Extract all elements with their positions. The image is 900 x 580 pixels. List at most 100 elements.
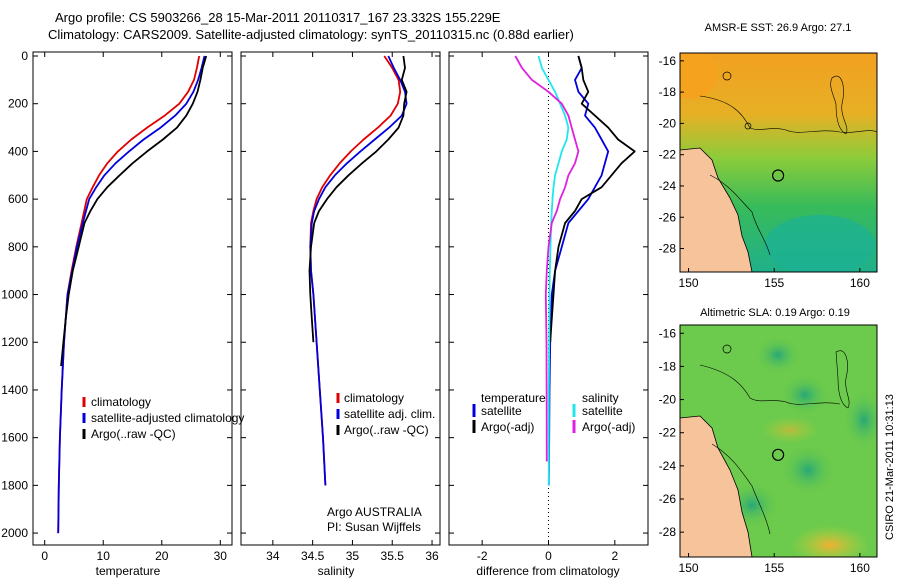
legend-temp-satellite-label: satellite: [481, 404, 522, 418]
legend-sal-argo-label: Argo(-adj): [582, 420, 635, 434]
sla-map-axes: 150 155 160 -16 -18 -20 -22 -24 -26 -28: [659, 326, 871, 575]
sst-map-frame: [679, 52, 878, 273]
map-lat-label: -22: [659, 426, 677, 440]
difference-series-line: salinity satellite: [537, 55, 570, 486]
sla-low-eddy: [782, 446, 834, 494]
sst-cool-patch: [765, 215, 875, 272]
sla-low-eddy: [781, 375, 829, 415]
temperature-series-line: Argo(..raw -QC): [60, 55, 208, 367]
temperature-xlabel: temperature: [96, 564, 161, 578]
sst-map-axes: 150 155 160 -16 -18 -20 -22 -24 -26 -28: [659, 54, 871, 290]
sla-contour: [711, 443, 771, 535]
sst-contour: [830, 75, 848, 135]
header-line-1: Argo profile: CS 5903266_28 15-Mar-2011 …: [55, 10, 501, 25]
depth-tick-label: 1200: [1, 335, 28, 349]
sla-map-frame: [679, 324, 878, 558]
difference-xtick-label: -2: [477, 549, 488, 563]
profile-location-marker: [771, 448, 785, 461]
sla-map-title: Altimetric SLA: 0.19 Argo: 0.19: [700, 307, 850, 319]
salinity-panel-frame: [240, 51, 441, 546]
salinity-xtick-label: 36: [425, 549, 439, 563]
salinity-series-line: Argo(..raw -QC): [308, 55, 408, 343]
sla-map: [680, 325, 877, 557]
salinity-xtick-label: 35: [346, 549, 360, 563]
sst-map-title: AMSR-E SST: 26.9 Argo: 27.1: [705, 22, 852, 34]
footnote-institution: Argo AUSTRALIA: [327, 505, 422, 519]
salinity-xtick-label: 35.5: [381, 549, 405, 563]
map-lat-label: -20: [659, 116, 677, 130]
salinity-xlabel: salinity: [318, 564, 355, 578]
sla-low-eddy: [844, 392, 877, 448]
sst-contour: [699, 95, 877, 133]
legend-temp-argo-label: Argo(-adj): [481, 420, 534, 434]
temperature-xtick-label: 0: [41, 549, 48, 563]
depth-tick-label: 1600: [1, 431, 28, 445]
depth-tick-label: 1800: [1, 478, 28, 492]
map-lat-label: -26: [659, 210, 677, 224]
temperature-panel-frame: [32, 51, 233, 546]
map-lat-label: -24: [659, 179, 677, 193]
map-lon-label: 150: [679, 561, 699, 575]
depth-tick-label: 200: [8, 97, 28, 111]
map-lat-label: -24: [659, 459, 677, 473]
salinity-plot: 34 34.5 35 35.5 36 climatology satellite adj. …: [241, 52, 440, 563]
sst-contour: [709, 174, 771, 256]
sla-contour: [699, 364, 841, 405]
depth-tick-label: 2000: [1, 526, 28, 540]
map-lat-label: -18: [659, 85, 677, 99]
legend-temperature-title: temperature: [481, 391, 546, 405]
header-line-2: Climatology: CARS2009. Satellite-adjuste…: [48, 27, 574, 42]
sla-contour: [722, 344, 732, 354]
map-lon-label: 150: [679, 276, 699, 290]
depth-tick-label: 1400: [1, 383, 28, 397]
map-lat-label: -26: [659, 492, 677, 506]
depth-tick-label: 400: [8, 144, 28, 158]
legend-argo-label: Argo(..raw -QC): [344, 423, 429, 437]
depth-tick-label: 600: [8, 192, 28, 206]
legend-climatology-label: climatology: [344, 391, 404, 405]
difference-series-line: salinity Argo(-adj): [514, 55, 580, 462]
temperature-xtick-label: 20: [155, 549, 169, 563]
legend-satellite-label: satellite adj. clim.: [344, 407, 435, 421]
map-lat-label: -16: [659, 54, 677, 68]
temperature-xtick-label: 30: [214, 549, 228, 563]
legend-sal-satellite-label: satellite: [582, 404, 623, 418]
temperature-legend: climatology satellite-adjusted climatolo…: [82, 395, 244, 441]
sla-contour: [835, 350, 850, 409]
sla-high-patch: [790, 525, 870, 557]
sla-low-eddy: [756, 337, 800, 373]
map-lon-label: 160: [850, 276, 870, 290]
map-lon-label: 160: [850, 561, 870, 575]
credit-timestamp: CSIRO 21-Mar-2011 10:31:13: [884, 394, 896, 540]
map-lat-label: -22: [659, 148, 677, 162]
difference-xtick-label: 2: [611, 549, 618, 563]
legend-climatology-label: climatology: [91, 395, 151, 409]
sla-high-patch: [760, 416, 820, 444]
map-lon-label: 155: [764, 276, 784, 290]
map-lon-label: 155: [764, 561, 784, 575]
map-lat-label: -28: [659, 525, 677, 539]
difference-xtick-label: 0: [545, 549, 552, 563]
map-lat-label: -28: [659, 242, 677, 256]
salinity-xtick-label: 34.5: [301, 549, 325, 563]
sst-contour: [744, 122, 752, 130]
sst-map: [680, 53, 877, 272]
footnote-pi: PI: Susan Wijffels: [327, 520, 421, 534]
difference-plot: -2 0 2 temperature satellite temperature Arg…: [449, 52, 648, 563]
sla-land: [680, 415, 753, 557]
difference-xlabel: difference from climatology: [476, 564, 619, 578]
depth-axis-labels: 0 200 400 600 800 1000 1200 1400 1600 1800 2000: [1, 49, 28, 540]
difference-series-line: temperature Argo(-adj): [549, 55, 636, 343]
map-lat-label: -18: [659, 359, 677, 373]
map-lat-label: -20: [659, 393, 677, 407]
legend-satellite-label: satellite-adjusted climatology: [91, 411, 244, 425]
temperature-series-line: satellite-adjusted climatology: [57, 55, 206, 534]
salinity-legend: climatology satellite adj. clim. Argo(..…: [336, 391, 435, 437]
sst-contour: [722, 71, 732, 81]
salinity-xtick-label: 34: [266, 549, 280, 563]
legend-salinity-title: salinity: [582, 391, 619, 405]
map-lat-label: -16: [659, 326, 677, 340]
sst-land: [680, 147, 753, 272]
